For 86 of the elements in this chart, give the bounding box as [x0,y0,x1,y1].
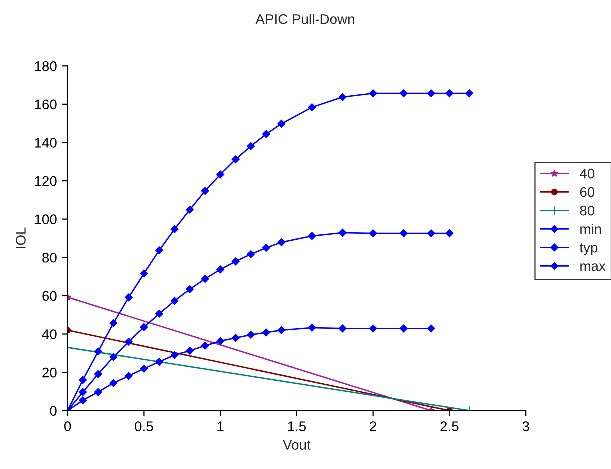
y-tick-label: 160 [35,100,57,110]
y-tick-label: 140 [35,138,57,148]
point [369,230,378,238]
point [201,275,210,284]
point [400,230,408,238]
point [170,226,179,234]
point [247,142,256,150]
legend-label: max [580,264,606,272]
y-tick-label: 80 [42,252,57,263]
point [369,324,378,333]
point [186,346,194,355]
point [247,331,256,339]
y-tick-label: 120 [35,176,57,186]
point [262,328,270,337]
point [79,376,88,384]
point [232,334,240,342]
y-tick-label: 180 [35,61,57,72]
point [338,324,347,333]
point [110,319,118,328]
point [308,324,316,332]
point [278,326,286,334]
point [446,230,454,238]
legend-label: typ [580,244,598,256]
point [308,232,316,240]
point [186,206,194,214]
point [338,93,347,102]
y-tick-label: 100 [35,214,57,225]
point [427,324,436,333]
point [79,396,88,404]
point [247,250,256,258]
point [427,90,436,98]
legend-label: min [580,224,602,234]
point [156,358,164,366]
x-tick-label: 1 [218,422,224,432]
y-tick-label: 60 [42,291,57,302]
y-axis-title: IOL [16,228,26,248]
chart-title: APIC Pull-Down [256,14,354,24]
point [110,353,118,362]
point [216,337,225,346]
legend-label: 40 [580,168,595,179]
point [278,238,286,246]
point [466,90,474,98]
point [338,228,347,237]
point [140,364,148,373]
point [140,323,148,332]
y-tick-label: 40 [42,330,57,340]
point [262,130,270,138]
x-tick-label: 3 [522,422,530,432]
point [94,370,102,378]
point [110,379,118,388]
point [232,156,240,164]
point [124,372,133,380]
point [201,187,210,196]
point [400,90,408,98]
point [262,244,270,252]
x-axis-title: Vout [283,440,311,450]
y-tick-label: 0 [50,406,57,416]
x-tick-label: 0.5 [135,422,154,432]
point [124,338,133,346]
point [140,270,148,278]
point [216,170,225,179]
point [186,285,194,294]
x-tick-label: 2 [370,422,376,432]
point [170,297,179,306]
x-tick-label: 0 [64,422,72,432]
point [94,348,102,356]
legend-label: 80 [580,206,595,216]
point [156,310,164,318]
point [308,104,316,112]
point [369,90,378,98]
legend-label: 60 [580,187,595,198]
point [201,342,210,350]
point [216,266,225,274]
x-tick-label: 1.5 [288,422,306,432]
point [170,351,179,360]
point [156,246,164,255]
point [400,324,408,333]
point [446,90,454,98]
x-tick-label: 2.5 [440,422,459,432]
point [232,258,240,266]
point [278,120,286,128]
point [124,294,133,302]
point [427,230,436,238]
point [79,388,88,396]
point [94,388,102,396]
y-tick-label: 20 [42,368,57,378]
